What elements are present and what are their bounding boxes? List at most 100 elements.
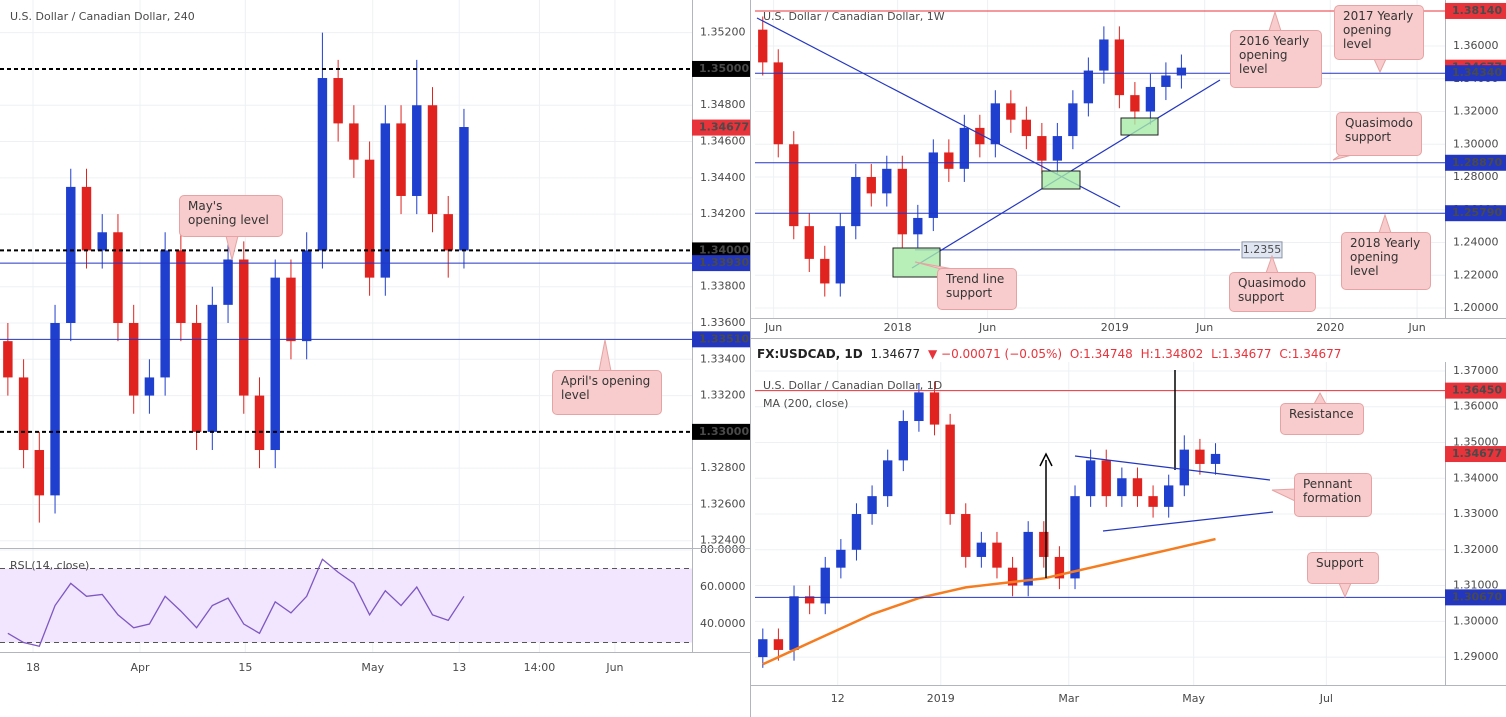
x-tick-label: May [361,661,384,674]
level-label: 1.38140 [1452,4,1502,17]
candle-body [81,186,92,251]
candle-body [773,62,783,145]
y-tick-label: 1.35000 [1453,435,1499,448]
level-tag [692,255,750,272]
candle-body [851,514,862,550]
y-tick-label: 1.22000 [1453,268,1499,281]
callout-pointer [1271,488,1296,502]
candle-body [66,186,76,323]
candle-body [1023,531,1033,586]
level-tag [1445,446,1506,463]
callout-pointer [1378,213,1392,234]
candle-body [835,226,845,284]
candle-body [867,496,877,515]
symbol-header: FX:USDCAD, 1D 1.34677 ▼ −0.00071 (−0.05%… [757,347,1345,361]
candle-body [144,377,155,396]
candle-body [1083,70,1094,104]
x-tick-label: May [1182,692,1205,705]
callout: May's opening level [179,195,283,237]
candle-body [1054,556,1065,579]
candle-body [349,123,359,160]
x-tick-label: Apr [130,661,150,674]
zone-box [1041,170,1081,190]
candle-body [804,226,814,259]
level-tag [1445,205,1506,222]
candle-body [50,322,60,496]
callout: Support [1307,552,1379,584]
candle-body [18,377,29,451]
level-label: 1.34000 [699,243,749,256]
candle-body [128,322,139,396]
candle-body [1085,460,1096,497]
candle-body [929,392,940,425]
candle-body [789,144,799,227]
x-tick-label: Jul [1319,692,1333,705]
candle-body [443,214,453,251]
candle-body [1179,449,1189,486]
y-tick-label: 1.32400 [700,534,746,547]
y-tick-label: 1.24000 [1453,236,1499,249]
candle-body [191,322,202,432]
candle-body [882,168,892,194]
y-tick-label: 1.33200 [700,389,746,402]
level-tag [692,119,750,136]
level-label: 1.25790 [1452,206,1502,219]
y-tick-label: 1.34600 [700,135,746,148]
candle-body [804,596,815,604]
candle-body [883,460,893,497]
level-label: 1.34340 [1452,66,1502,79]
x-tick-label: Jun [1195,321,1213,334]
y-tick-label: 1.32600 [700,497,746,510]
y-tick-label: 1.33800 [700,280,746,293]
y-tick-label: 1.28000 [1453,170,1499,183]
chart-title: U.S. Dollar / Canadian Dollar, 1D [763,379,942,392]
callout: Pennant formation [1294,473,1372,517]
level-tag [1445,589,1506,606]
y-tick-label: 1.34800 [700,98,746,111]
zone-box [1120,117,1159,136]
x-tick-label: Jun [764,321,782,334]
rsi-band [0,568,692,643]
candle-body [113,232,123,323]
y-tick-label: 1.34200 [700,207,746,220]
candle-body [1164,485,1174,507]
y-tick-label: 1.20000 [1453,301,1499,314]
candle-body [459,127,469,251]
candle-body [396,123,406,196]
candle-body [758,29,768,63]
candle-body [992,542,1002,568]
callout: Quasimodo support [1336,112,1422,156]
candle-body [1148,496,1158,507]
candle-body [1052,136,1063,161]
candle-body [207,304,218,432]
candle-body [427,105,438,215]
candle-body [1101,460,1111,497]
candle-body [34,450,45,496]
x-tick-label: 14:00 [524,661,556,674]
callout: Trend line support [937,268,1017,310]
x-tick-label: 15 [238,661,252,674]
candle-body [758,639,768,658]
candle-body [897,168,907,235]
candle-body [1195,449,1205,464]
x-tick-label: Mar [1058,692,1079,705]
close: C:1.34677 [1279,347,1342,361]
candle-body [160,250,170,378]
candle-body [851,177,861,227]
y-tick-label: 40.0000 [700,617,746,630]
level-tag [692,60,750,77]
candle-body [914,392,924,422]
candle-body [333,78,343,124]
callout-pointer [1373,58,1387,74]
candle-body [820,567,830,604]
candle-body [1161,75,1171,87]
low: L:1.34677 [1211,347,1272,361]
candle-body [97,232,107,251]
callout: 2017 Yearly opening level [1334,5,1424,60]
pennant-line [1102,511,1274,532]
level-tag [1445,2,1506,19]
candle-body [176,250,186,323]
x-tick-label: Jun [1407,321,1425,334]
y-tick-label: 80.0000 [700,543,746,556]
